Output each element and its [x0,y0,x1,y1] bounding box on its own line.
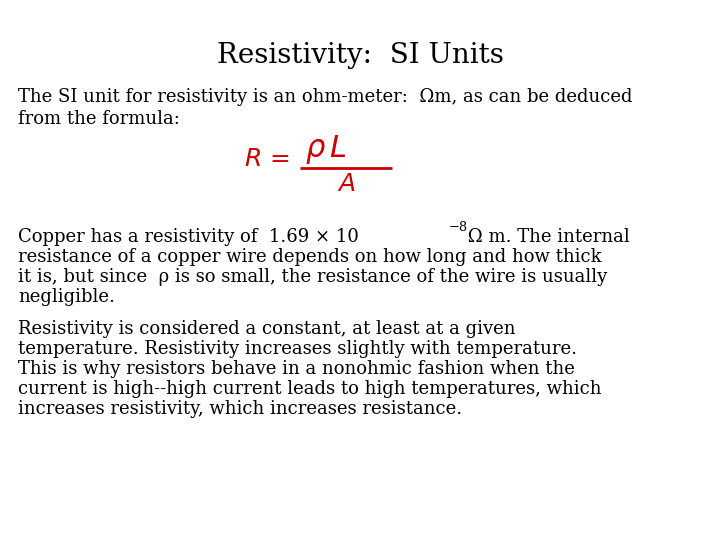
Text: $\mathit{R}$ =: $\mathit{R}$ = [244,148,290,171]
Text: it is, but since  ρ is so small, the resistance of the wire is usually: it is, but since ρ is so small, the resi… [18,268,607,286]
Text: This is why resistors behave in a nonohmic fashion when the: This is why resistors behave in a nonohm… [18,360,575,378]
Text: negligible.: negligible. [18,288,115,306]
Text: Resistivity:  SI Units: Resistivity: SI Units [217,42,503,69]
Text: Ω m. The internal: Ω m. The internal [462,228,630,246]
Text: temperature. Resistivity increases slightly with temperature.: temperature. Resistivity increases sligh… [18,340,577,358]
Text: from the formula:: from the formula: [18,110,180,128]
Text: $A$: $A$ [337,172,356,196]
Text: resistance of a copper wire depends on how long and how thick: resistance of a copper wire depends on h… [18,248,602,266]
Text: −8: −8 [449,221,468,234]
Text: current is high--high current leads to high temperatures, which: current is high--high current leads to h… [18,380,601,398]
Text: $\rho \, L$: $\rho \, L$ [305,133,346,166]
Text: Copper has a resistivity of  1.69 × 10: Copper has a resistivity of 1.69 × 10 [18,228,359,246]
Text: Resistivity is considered a constant, at least at a given: Resistivity is considered a constant, at… [18,320,516,338]
Text: The SI unit for resistivity is an ohm-meter:  Ωm, as can be deduced: The SI unit for resistivity is an ohm-me… [18,88,632,106]
Text: increases resistivity, which increases resistance.: increases resistivity, which increases r… [18,400,462,418]
